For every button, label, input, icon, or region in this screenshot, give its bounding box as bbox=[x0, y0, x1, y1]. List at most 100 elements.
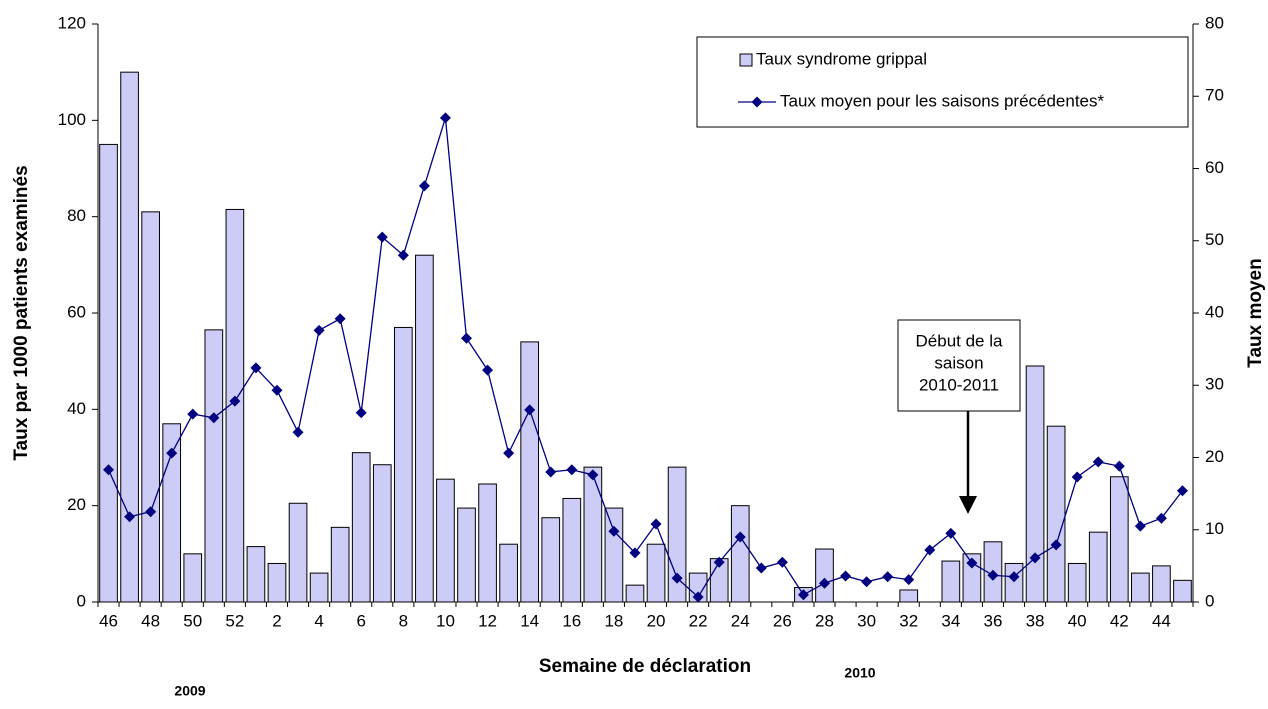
marker bbox=[524, 404, 536, 416]
marker bbox=[439, 112, 451, 124]
bar bbox=[1109, 476, 1129, 603]
marker bbox=[755, 562, 767, 574]
bar bbox=[478, 483, 497, 603]
y-tick-label: 120 bbox=[58, 13, 86, 32]
y2-tick-label: 40 bbox=[1205, 302, 1224, 321]
marker bbox=[418, 180, 430, 192]
marker bbox=[797, 589, 809, 601]
marker bbox=[271, 384, 283, 396]
y2-tick-label: 20 bbox=[1205, 447, 1224, 466]
marker bbox=[840, 570, 852, 582]
legend-swatch bbox=[739, 53, 753, 67]
marker bbox=[1134, 520, 1146, 532]
marker bbox=[1008, 571, 1020, 583]
x-tick-label: 26 bbox=[773, 611, 792, 630]
x-tick-label: 6 bbox=[356, 611, 365, 630]
x-tick-label: 34 bbox=[941, 611, 960, 630]
marker bbox=[124, 511, 136, 523]
bar bbox=[204, 329, 224, 603]
y-tick-label: 60 bbox=[67, 302, 86, 321]
year-label: 2009 bbox=[174, 683, 205, 699]
x-tick-label: 42 bbox=[1110, 611, 1129, 630]
y2-tick-label: 0 bbox=[1205, 591, 1214, 610]
marker bbox=[882, 571, 894, 583]
marker bbox=[545, 466, 557, 478]
bar bbox=[351, 452, 371, 603]
bar bbox=[436, 478, 455, 603]
y-tick-label: 40 bbox=[67, 399, 86, 418]
marker bbox=[482, 364, 494, 376]
bar bbox=[499, 543, 518, 603]
bar bbox=[1088, 531, 1108, 603]
marker bbox=[713, 556, 725, 568]
bar bbox=[815, 548, 834, 603]
marker bbox=[945, 527, 957, 539]
x-tick-label: 14 bbox=[520, 611, 539, 630]
marker bbox=[903, 574, 915, 586]
bar bbox=[330, 526, 350, 603]
y2-tick-label: 30 bbox=[1205, 375, 1224, 394]
annotation-arrowhead bbox=[959, 496, 977, 514]
y2-tick-label: 60 bbox=[1205, 158, 1224, 177]
x-tick-label: 4 bbox=[314, 611, 323, 630]
line bbox=[107, 117, 1183, 598]
marker bbox=[1113, 460, 1125, 472]
marker bbox=[208, 412, 220, 424]
x-tick-label: 12 bbox=[478, 611, 497, 630]
x-tick-label: 38 bbox=[1026, 611, 1045, 630]
marker bbox=[924, 544, 936, 556]
x-axis-label: Semaine de déclaration bbox=[539, 656, 751, 677]
marker bbox=[608, 525, 620, 537]
marker bbox=[987, 569, 999, 581]
marker bbox=[650, 518, 662, 530]
x-tick-label: 8 bbox=[399, 611, 408, 630]
x-tick-label: 40 bbox=[1068, 611, 1087, 630]
bar bbox=[1067, 562, 1087, 603]
bar bbox=[1131, 572, 1150, 603]
x-tick-label: 50 bbox=[183, 611, 202, 630]
legend-label: Taux syndrome grippal bbox=[756, 49, 927, 68]
bar bbox=[393, 326, 413, 603]
x-tick-label: 46 bbox=[99, 611, 118, 630]
x-tick-label: 22 bbox=[689, 611, 708, 630]
marker bbox=[334, 313, 346, 325]
bar bbox=[141, 211, 160, 603]
marker bbox=[229, 395, 241, 407]
annotation-text: 2010-2011 bbox=[919, 375, 999, 394]
y-axis-label: Taux par 1000 patients examinés bbox=[11, 165, 32, 460]
bar bbox=[1004, 562, 1024, 603]
marker bbox=[145, 506, 157, 518]
y-tick-label: 20 bbox=[67, 495, 86, 514]
bar bbox=[99, 143, 118, 603]
marker bbox=[250, 362, 262, 374]
x-tick-label: 24 bbox=[731, 611, 750, 630]
marker bbox=[671, 572, 683, 584]
x-tick-label: 44 bbox=[1152, 611, 1171, 630]
marker bbox=[103, 464, 115, 476]
marker bbox=[1071, 471, 1083, 483]
x-tick-label: 36 bbox=[983, 611, 1002, 630]
bar bbox=[372, 464, 392, 603]
bar bbox=[941, 560, 961, 603]
x-tick-label: 30 bbox=[857, 611, 876, 630]
annotation-box bbox=[897, 319, 1021, 412]
bar bbox=[541, 517, 561, 603]
marker bbox=[734, 531, 746, 543]
y-tick-label: 0 bbox=[77, 591, 86, 610]
annotation-text: Début de la bbox=[916, 331, 1003, 350]
marker bbox=[966, 557, 978, 569]
bar bbox=[183, 553, 203, 603]
x-tick-label: 16 bbox=[562, 611, 581, 630]
y-tick-label: 80 bbox=[67, 206, 86, 225]
marker bbox=[397, 249, 409, 261]
marker bbox=[461, 332, 473, 344]
year-label: 2010 bbox=[844, 665, 875, 681]
bar bbox=[625, 584, 645, 603]
marker bbox=[1155, 512, 1167, 524]
marker bbox=[566, 464, 578, 476]
marker bbox=[751, 96, 763, 108]
marker bbox=[776, 556, 788, 568]
bar bbox=[1173, 579, 1192, 603]
bar bbox=[604, 507, 624, 603]
marker bbox=[629, 547, 641, 559]
